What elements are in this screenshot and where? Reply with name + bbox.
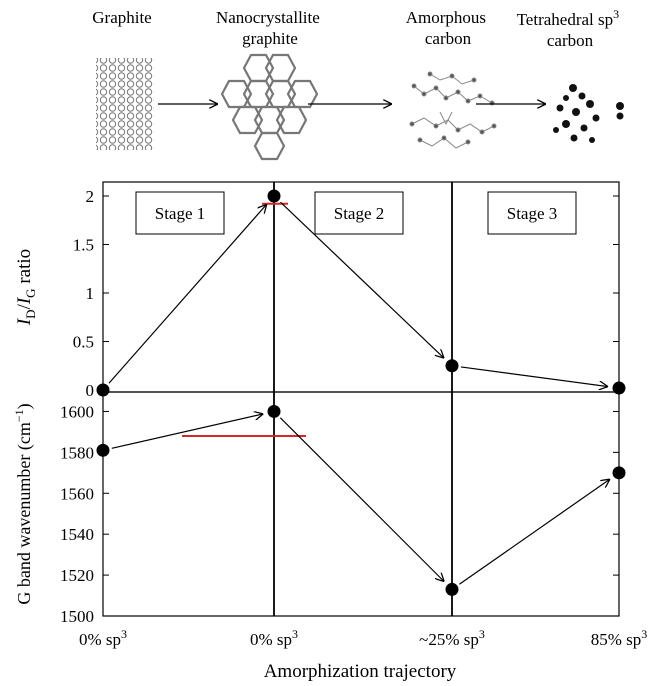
top-panel-points (96, 189, 626, 397)
stage-label-1: Stage 1 (155, 204, 206, 223)
header-title-amorphous: Amorphous carbon (406, 8, 491, 48)
x-tick-label: 0% sp3 (250, 627, 298, 649)
header-title-amorphous-line1: Amorphous (406, 8, 486, 27)
header-title-tetrahedral-line1: Tetrahedral sp (517, 10, 614, 29)
header-title-tetrahedral-line2: carbon (547, 31, 594, 50)
amorphous-carbon-illustration (409, 71, 497, 149)
top-panel-y-tick-label: 2 (86, 187, 95, 206)
x-axis-title: Amorphization trajectory (264, 661, 457, 682)
bottom-panel-data-point (96, 443, 110, 457)
stage-label-2: Stage 2 (334, 204, 385, 223)
ylabel-rest: ratio (14, 249, 35, 289)
bottom-panel-arrows (111, 414, 610, 585)
bottom-panel-data-point (267, 404, 281, 418)
tetrahedral-carbon-illustration (553, 84, 624, 143)
top-panel-data-point (267, 189, 281, 203)
x-tick-label: ~25% sp3 (419, 627, 485, 649)
header-title-graphite: Graphite (92, 8, 151, 27)
x-tick-label-base: 0% sp (79, 630, 121, 649)
bottom-panel-data-point (612, 466, 626, 480)
x-axis-ticks: 0% sp3 0% sp3 ~25% sp3 85% sp3 (79, 609, 647, 649)
bottom-panel-arrow (279, 417, 444, 582)
top-panel-y-tick-label: 1 (86, 284, 95, 303)
ylabel-sub2: G (23, 288, 38, 297)
x-tick-label-base: 85% sp (591, 630, 642, 649)
bottom-panel-arrow (111, 414, 263, 449)
ylabel2-close: ) (14, 403, 35, 409)
x-tick-label-sup: 3 (292, 627, 298, 641)
ylabel2-main: G band wavenumber (cm (14, 422, 35, 604)
ylabel-i1: I (14, 317, 35, 326)
bottom-panel-y-tick-label: 1600 (60, 402, 94, 421)
header-title-nanocrystallite: Nanocrystallite graphite (216, 8, 324, 48)
header-title-nanocrystallite-line1: Nanocrystallite (216, 8, 320, 27)
reference-lines (182, 202, 306, 437)
top-panel-data-point (445, 359, 459, 373)
top-panel-y-axis-title: ID/IG ratio (14, 249, 38, 326)
top-panel-y-tick-label: 1.5 (73, 236, 94, 255)
stage-box-1: Stage 1 (135, 191, 225, 235)
x-tick-label: 0% sp3 (79, 627, 127, 649)
bottom-panel-y-axis-title: G band wavenumber (cm−1) (12, 403, 35, 604)
bottom-panel-arrow (459, 479, 610, 585)
bottom-panel-frame (102, 391, 620, 617)
header-title-tetrahedral: Tetrahedral sp3 carbon (517, 3, 624, 50)
graphite-lattice-illustration (96, 58, 154, 150)
top-panel-arrows (108, 201, 608, 387)
bottom-panel-y-axis: 1500 1520 1540 1560 1580 1600 (60, 402, 619, 626)
top-panel-arrow (280, 201, 445, 358)
bottom-panel-y-tick-label: 1580 (60, 443, 94, 462)
x-tick-label-sup: 3 (479, 627, 485, 641)
x-tick-label-base: ~25% sp (419, 630, 479, 649)
bottom-panel-y-tick-label: 1560 (60, 484, 94, 503)
nanocrystallite-hexagons-illustration (220, 53, 319, 161)
top-panel-y-tick-label: 0.5 (73, 333, 94, 352)
x-tick-label-sup: 3 (121, 627, 127, 641)
header-title-nanocrystallite-line2: graphite (242, 29, 298, 48)
bottom-panel-y-tick-label: 1520 (60, 566, 94, 585)
bottom-panel-y-tick-label: 1540 (60, 525, 94, 544)
stage-box-3: Stage 3 (487, 191, 577, 235)
bottom-panel-y-tick-label: 1500 (60, 607, 94, 626)
top-panel-arrow (108, 204, 267, 384)
bottom-panel-points (96, 404, 626, 596)
stage-label-3: Stage 3 (507, 204, 558, 223)
top-panel-data-point (612, 381, 626, 395)
top-panel-data-point (96, 383, 110, 397)
ylabel-sub1: D (23, 309, 38, 318)
top-panel-y-tick-label: 0 (86, 381, 95, 400)
x-tick-label-sup: 3 (641, 627, 647, 641)
x-tick-label: 85% sp3 (591, 627, 648, 649)
x-tick-label-base: 0% sp (250, 630, 292, 649)
ylabel-i2: I (14, 296, 35, 305)
bottom-panel-data-point (445, 582, 459, 596)
ylabel-slash: / (14, 303, 35, 309)
header-title-amorphous-line2: carbon (425, 29, 472, 48)
ylabel2-sup: −1 (12, 409, 26, 422)
header-title-tetrahedral-sup: 3 (613, 7, 619, 21)
top-panel-arrow (460, 366, 608, 387)
stage-box-2: Stage 2 (314, 191, 404, 235)
